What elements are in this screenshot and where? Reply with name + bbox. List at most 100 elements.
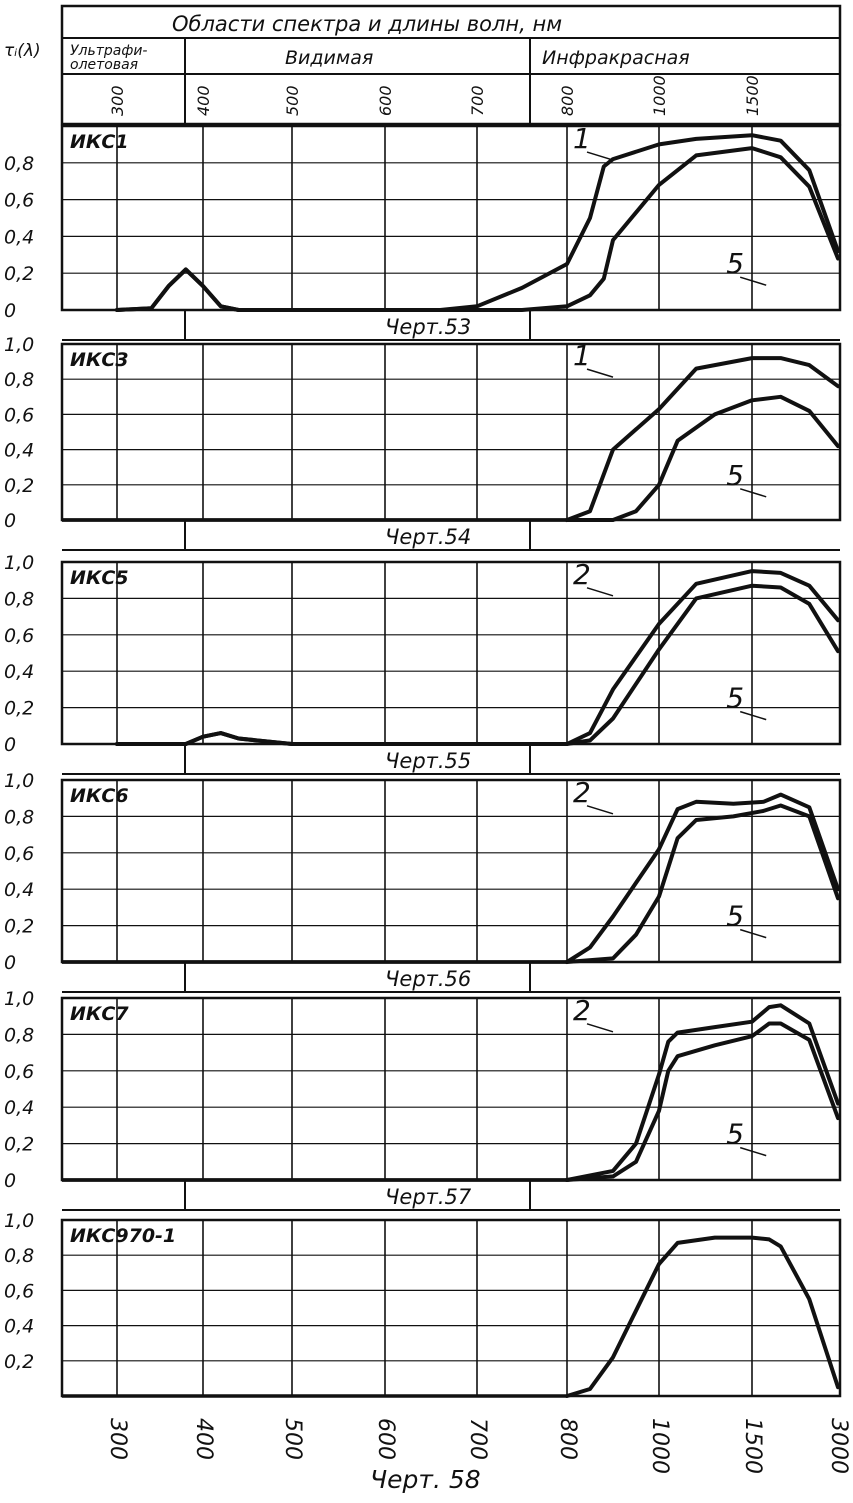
- header-frame: [60, 4, 842, 126]
- region-visible: Видимая: [285, 47, 373, 69]
- caption-band: [184, 519, 531, 551]
- y-tick-label: 0,4: [4, 226, 34, 248]
- x-tick-label: 300: [105, 1418, 130, 1460]
- y-tick-label: 0,2: [4, 1351, 34, 1373]
- panel-title: ИКС3: [70, 349, 129, 371]
- series-label-leader: [586, 587, 614, 597]
- series-label: 1: [573, 339, 591, 372]
- figure-caption: Черт.53: [385, 315, 471, 339]
- y-tick-label: 0,6: [4, 843, 34, 865]
- y-tick-label: 0,4: [4, 1097, 34, 1119]
- region-uv-line2: олетовая: [70, 57, 138, 73]
- y-tick-label: 0,2: [4, 475, 34, 497]
- series-label-leader: [739, 1146, 767, 1157]
- y-axis-label: τᵢ(λ): [4, 41, 41, 61]
- series-label: 5: [726, 1118, 744, 1151]
- y-tick-label: 0: [4, 734, 16, 756]
- series-label-leader: [586, 805, 614, 815]
- series-label-leader: [739, 710, 767, 721]
- figure-caption: Черт.55: [385, 749, 471, 773]
- y-tick-label: 0,8: [4, 1024, 34, 1046]
- series-label-leader: [586, 1023, 614, 1033]
- caption-band: [184, 309, 531, 341]
- header-tick-label: 600: [376, 85, 395, 116]
- y-tick-label: 0: [4, 1170, 16, 1192]
- y-tick-label: 0,2: [4, 916, 34, 938]
- panel-title: ИКС970-1: [70, 1225, 176, 1247]
- caption-band: [184, 743, 531, 775]
- header-tick-label: 400: [194, 85, 213, 116]
- header-title: Области спектра и длины волн, нм: [172, 12, 562, 36]
- header-tick-label: 800: [558, 85, 577, 116]
- figure-caption: Черт.57: [385, 1185, 472, 1209]
- figure-caption: Черт.54: [385, 525, 471, 549]
- series-line-5: [565, 1021, 840, 1182]
- y-tick-label: 0,6: [4, 625, 34, 647]
- series-line-main: [565, 1235, 840, 1398]
- y-tick-label: 0,4: [4, 440, 34, 462]
- series-line-1: [565, 356, 840, 522]
- series-label: 1: [573, 122, 591, 155]
- series-line-2: [565, 1003, 840, 1182]
- panel-title: ИКС6: [70, 785, 129, 807]
- x-tick-label: 1000: [647, 1418, 672, 1474]
- series-label: 2: [573, 558, 591, 591]
- y-tick-label: 0: [4, 510, 16, 532]
- series-label-leader: [586, 368, 614, 378]
- y-tick-label: 0,8: [4, 1245, 34, 1267]
- y-tick-label: 1,0: [4, 1210, 34, 1232]
- panel-frame: [60, 560, 842, 746]
- y-tick-label: 0,8: [4, 153, 34, 175]
- y-tick-label: 0,4: [4, 1316, 34, 1338]
- y-tick-label: 0,6: [4, 190, 34, 212]
- header-tick-label: 300: [108, 85, 127, 116]
- y-tick-label: 0,6: [4, 1280, 34, 1302]
- panel-title: ИКС1: [70, 131, 129, 153]
- series-label: 2: [573, 994, 591, 1027]
- series-label-leader: [739, 276, 767, 286]
- y-tick-label: 1,0: [4, 988, 34, 1010]
- header-tick-label: 500: [283, 85, 302, 116]
- y-tick-label: 1,0: [4, 770, 34, 792]
- x-tick-label: 500: [280, 1418, 305, 1460]
- series-label: 5: [726, 682, 744, 715]
- panel-title: ИКС5: [70, 567, 129, 589]
- region-uv-line1: Ультрафи-: [70, 43, 147, 59]
- series-label-leader: [739, 928, 767, 939]
- y-tick-label: 0,4: [4, 879, 34, 901]
- panel-frame: [60, 778, 842, 964]
- x-tick-label: 400: [191, 1418, 216, 1460]
- y-tick-label: 0,8: [4, 588, 34, 610]
- x-tick-label: 1500: [740, 1418, 765, 1474]
- footer-caption: Черт. 58: [370, 1465, 481, 1494]
- series-line-5: [565, 394, 840, 522]
- x-tick-label: 800: [555, 1418, 580, 1460]
- y-tick-label: 0,2: [4, 1134, 34, 1156]
- y-tick-label: 0,2: [4, 263, 34, 285]
- y-tick-label: 0: [4, 952, 16, 974]
- series-line-2: [565, 792, 840, 964]
- series-label-leader: [586, 151, 614, 161]
- y-tick-label: 0,6: [4, 1061, 34, 1083]
- y-tick-label: 0,8: [4, 806, 34, 828]
- y-tick-label: 1,0: [4, 552, 34, 574]
- panel-frame: [60, 342, 842, 522]
- series-line-5: [565, 803, 840, 964]
- panel-frame: [60, 1218, 842, 1398]
- caption-band: [184, 961, 531, 993]
- header-tick-label: 1000: [650, 75, 669, 116]
- series-label: 5: [726, 247, 744, 280]
- header-tick-label: 700: [468, 85, 487, 116]
- series-label-leader: [739, 488, 767, 498]
- y-tick-label: 1,0: [4, 334, 34, 356]
- series-label: 5: [726, 900, 744, 933]
- y-tick-label: 0,8: [4, 369, 34, 391]
- y-tick-label: 0: [4, 300, 16, 322]
- series-label: 5: [726, 459, 744, 492]
- y-tick-label: 0,4: [4, 661, 34, 683]
- series-label: 2: [573, 776, 591, 809]
- figure-caption: Черт.56: [385, 967, 471, 991]
- y-tick-label: 0,2: [4, 698, 34, 720]
- caption-band: [184, 1179, 531, 1211]
